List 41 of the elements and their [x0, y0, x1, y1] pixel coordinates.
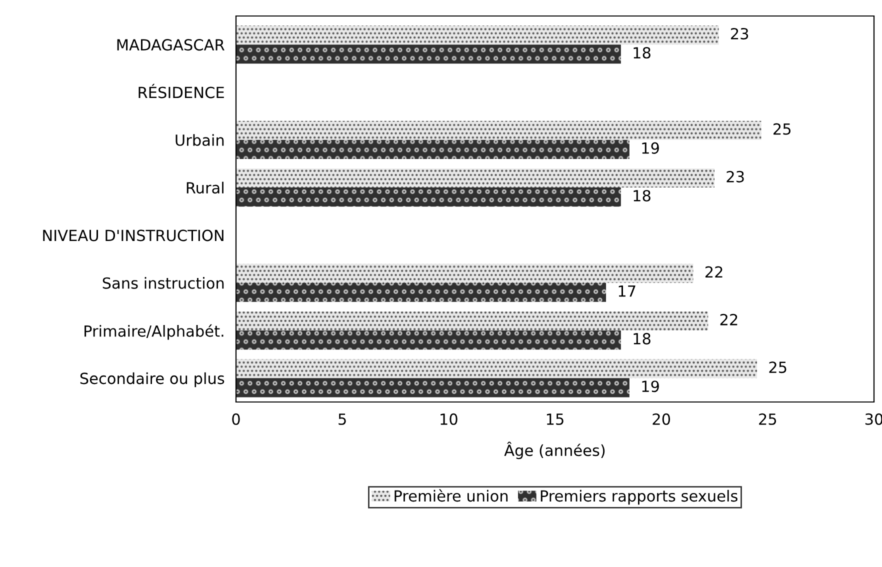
- data-label: 18: [634, 190, 650, 202]
- x-tick-label: 20: [652, 413, 670, 425]
- y-tick-label: Primaire/Alphabét.: [84, 324, 224, 340]
- data-label: 23: [726, 170, 744, 182]
- bar: [236, 359, 758, 378]
- y-tick-label: NIVEAU D'INSTRUCTION: [43, 230, 224, 242]
- data-label: 18: [634, 332, 650, 344]
- data-label: 22: [705, 266, 722, 278]
- bar: [236, 168, 714, 188]
- bar: [236, 264, 694, 283]
- data-label: 18: [634, 47, 650, 59]
- data-label: 17: [618, 285, 636, 297]
- data-label: 25: [769, 362, 786, 374]
- bar: [236, 188, 621, 207]
- x-tick-label: 10: [440, 413, 458, 425]
- bar: [236, 378, 630, 398]
- bar: [236, 26, 719, 45]
- x-axis-title: Âge (années): [504, 442, 605, 460]
- data-label: 22: [720, 314, 738, 326]
- legend-label: Première union: [394, 489, 508, 502]
- bar: [236, 282, 606, 302]
- bar: [236, 140, 630, 159]
- data-label: 25: [774, 123, 791, 135]
- data-label: 19: [642, 142, 659, 154]
- x-tick-label: 25: [759, 413, 776, 425]
- x-tick-label: 5: [338, 414, 346, 425]
- x-tick-label: 0: [232, 413, 240, 425]
- bar: [236, 44, 621, 64]
- y-tick-label: MADAGASCAR: [117, 39, 224, 51]
- bar: [236, 120, 762, 140]
- data-label: 19: [642, 380, 659, 392]
- data-label: 23: [730, 28, 748, 40]
- y-tick-label: RÉSIDENCE: [138, 84, 224, 98]
- y-tick-label: Rural: [186, 182, 224, 194]
- bar: [236, 330, 621, 350]
- bar: [236, 311, 708, 331]
- y-tick-label: Secondaire ou plus: [80, 372, 224, 388]
- y-tick-label: Urbain: [176, 134, 224, 146]
- x-tick-label: 15: [546, 414, 564, 425]
- legend-label: Premiers rapports sexuels: [540, 490, 738, 505]
- y-tick-label: Sans instruction: [102, 277, 224, 289]
